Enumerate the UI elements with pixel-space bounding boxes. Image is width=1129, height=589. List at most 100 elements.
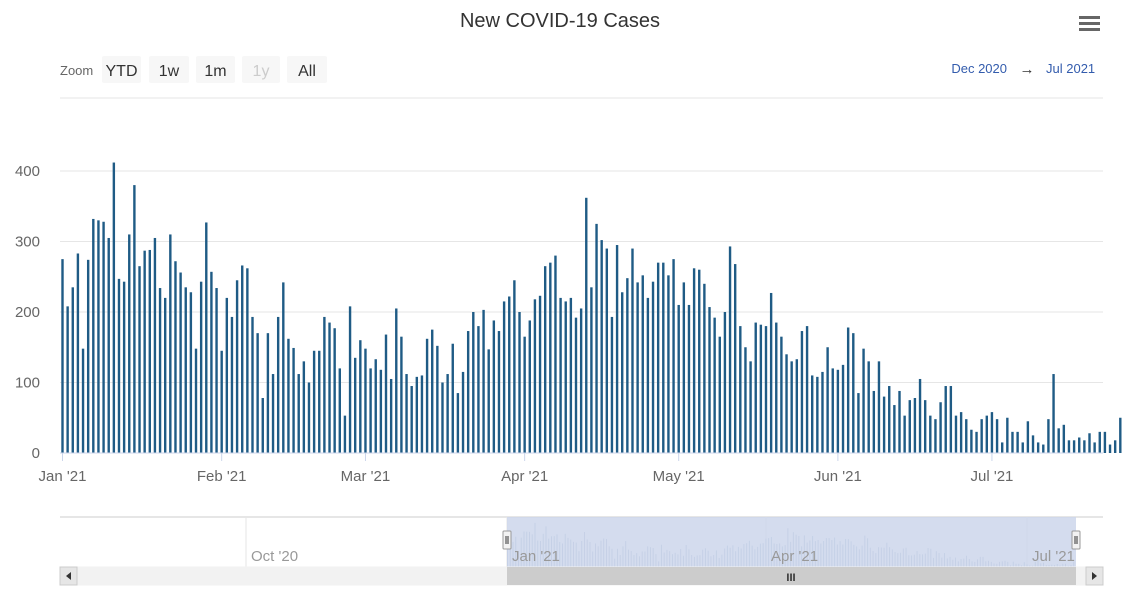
bar[interactable] — [970, 429, 973, 453]
bar[interactable] — [1021, 442, 1024, 453]
bar[interactable] — [703, 283, 706, 453]
bar[interactable] — [1113, 440, 1117, 453]
bar[interactable] — [1057, 428, 1060, 453]
bar[interactable] — [723, 312, 727, 453]
scrollbar-grip[interactable]: III — [786, 572, 795, 584]
bar[interactable] — [882, 396, 886, 453]
bar[interactable] — [692, 268, 696, 453]
bar[interactable] — [61, 259, 64, 453]
bar[interactable] — [759, 324, 763, 453]
bar[interactable] — [862, 348, 865, 453]
bar[interactable] — [528, 320, 531, 453]
bar[interactable] — [513, 280, 516, 453]
bar[interactable] — [508, 296, 511, 453]
bar[interactable] — [995, 419, 999, 453]
bar[interactable] — [846, 327, 850, 453]
bar[interactable] — [86, 259, 90, 453]
bar[interactable] — [600, 240, 603, 453]
bar[interactable] — [359, 340, 362, 453]
bar[interactable] — [1026, 421, 1030, 453]
bar[interactable] — [554, 255, 557, 453]
bar[interactable] — [929, 415, 932, 453]
bar[interactable] — [857, 393, 860, 453]
bar[interactable] — [323, 316, 326, 453]
bar[interactable] — [790, 361, 793, 453]
bar[interactable] — [672, 259, 675, 453]
bar[interactable] — [369, 368, 372, 453]
bar[interactable] — [81, 348, 85, 453]
bar[interactable] — [215, 288, 218, 453]
zoom-button-1m[interactable]: 1m — [196, 56, 235, 83]
bar[interactable] — [235, 280, 239, 453]
bar[interactable] — [543, 266, 547, 453]
bar[interactable] — [102, 221, 105, 453]
bar[interactable] — [302, 361, 306, 453]
bar[interactable] — [374, 359, 377, 453]
bar[interactable] — [713, 317, 716, 453]
bar[interactable] — [199, 281, 203, 453]
bar[interactable] — [898, 390, 901, 453]
bar[interactable] — [1047, 419, 1050, 453]
bar[interactable] — [872, 390, 876, 453]
bar[interactable] — [287, 338, 290, 453]
bar[interactable] — [97, 220, 100, 453]
bar[interactable] — [626, 278, 629, 453]
bar[interactable] — [913, 398, 917, 453]
bar[interactable] — [959, 412, 963, 453]
zoom-button-1w[interactable]: 1w — [149, 56, 189, 83]
bar[interactable] — [821, 371, 824, 453]
bar[interactable] — [893, 405, 896, 453]
bar[interactable] — [831, 368, 834, 453]
bar[interactable] — [708, 307, 711, 453]
bar[interactable] — [107, 237, 110, 453]
navigator-selected-range[interactable] — [507, 517, 1076, 568]
bar[interactable] — [353, 357, 357, 453]
bar[interactable] — [775, 322, 778, 453]
bar[interactable] — [980, 419, 983, 453]
bar[interactable] — [405, 374, 408, 453]
bar[interactable] — [903, 415, 906, 453]
bar[interactable] — [415, 376, 419, 453]
bar[interactable] — [1062, 424, 1066, 453]
bar[interactable] — [138, 266, 141, 453]
bar[interactable] — [205, 222, 208, 453]
bar[interactable] — [343, 415, 347, 453]
bar[interactable] — [923, 400, 927, 453]
bar[interactable] — [1006, 417, 1009, 453]
bar[interactable] — [656, 262, 660, 453]
bar[interactable] — [739, 326, 742, 453]
bar[interactable] — [420, 375, 424, 453]
zoom-button-ytd[interactable]: YTD — [102, 56, 141, 83]
bar[interactable] — [292, 347, 295, 453]
bar[interactable] — [328, 322, 331, 453]
bar[interactable] — [220, 350, 223, 453]
bar[interactable] — [769, 292, 773, 453]
bar[interactable] — [610, 316, 614, 453]
bar[interactable] — [225, 297, 229, 453]
bar[interactable] — [795, 359, 799, 453]
bar[interactable] — [1001, 442, 1004, 453]
bar[interactable] — [148, 249, 151, 453]
scrollbar-left-button[interactable] — [59, 566, 78, 586]
bar[interactable] — [194, 348, 198, 453]
bar[interactable] — [482, 309, 485, 453]
bar[interactable] — [179, 272, 182, 453]
bar[interactable] — [1088, 433, 1091, 453]
bar[interactable] — [364, 348, 367, 453]
bar[interactable] — [733, 264, 737, 453]
bar[interactable] — [128, 234, 131, 453]
bar[interactable] — [805, 326, 809, 453]
bar[interactable] — [1042, 444, 1045, 453]
bar[interactable] — [158, 288, 162, 453]
bar[interactable] — [492, 320, 496, 453]
bar[interactable] — [241, 265, 244, 453]
bar[interactable] — [487, 349, 490, 453]
bar[interactable] — [441, 382, 444, 454]
bar[interactable] — [266, 333, 270, 453]
range-from[interactable]: Dec 2020 — [951, 61, 1007, 76]
scrollbar-thumb[interactable] — [507, 567, 1076, 585]
navigator-right-handle[interactable] — [1071, 530, 1081, 550]
bar[interactable] — [826, 347, 829, 453]
bar[interactable] — [841, 364, 845, 453]
bar[interactable] — [1072, 440, 1076, 453]
